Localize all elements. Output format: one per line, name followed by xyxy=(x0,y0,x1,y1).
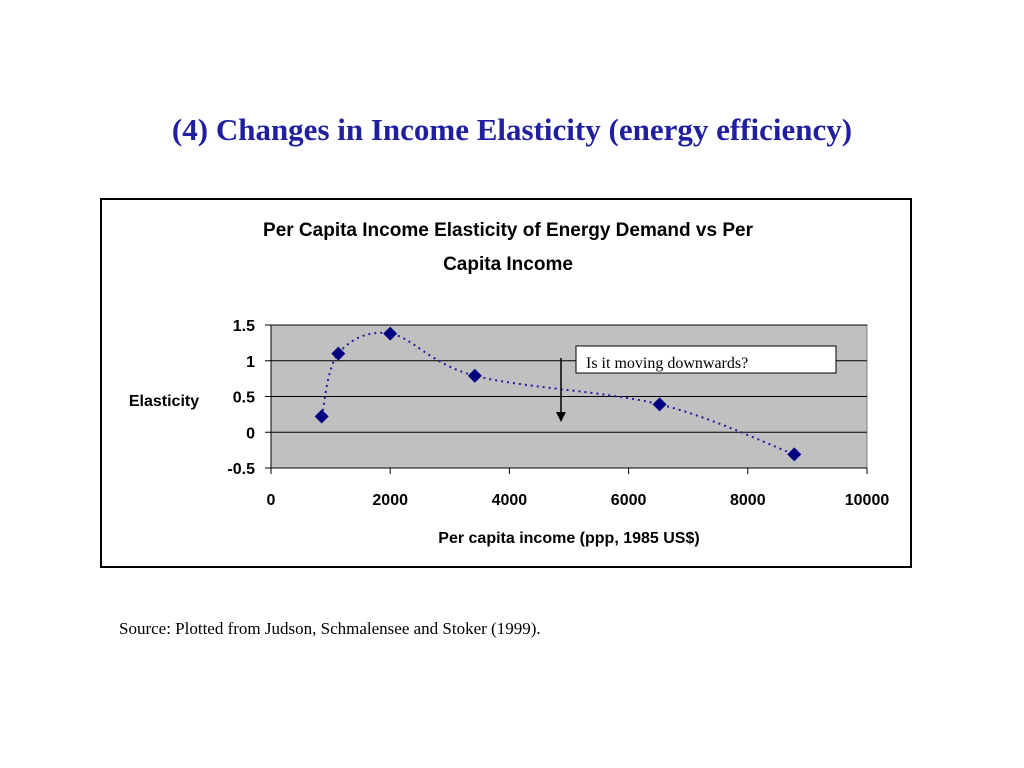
data-point-diamond xyxy=(331,346,346,361)
y-tick-label: 0 xyxy=(246,425,255,442)
x-tick-label: 10000 xyxy=(845,492,890,509)
data-point-diamond xyxy=(383,326,398,341)
data-points xyxy=(314,326,802,462)
y-tick-label: 1.5 xyxy=(233,318,255,335)
y-tick-label: 1 xyxy=(246,354,255,371)
y-tick-label: -0.5 xyxy=(227,461,255,478)
chart-title-line-2: Capita Income xyxy=(443,254,573,275)
scatter-chart: Per Capita Income Elasticity of Energy D… xyxy=(129,220,890,547)
y-tick-label: 0.5 xyxy=(233,390,255,407)
annotation-text: Is it moving downwards? xyxy=(586,355,748,372)
data-point-diamond xyxy=(314,409,329,424)
arrow-head xyxy=(556,412,566,422)
data-point-diamond xyxy=(652,397,667,412)
x-tick-label: 2000 xyxy=(372,492,408,509)
down-arrow xyxy=(556,358,566,422)
chart-title-line-1: Per Capita Income Elasticity of Energy D… xyxy=(263,220,754,241)
x-tick-label: 4000 xyxy=(492,492,528,509)
x-tick-labels: 0 2000 4000 6000 8000 10000 xyxy=(267,468,890,509)
y-axis-label: Elasticity xyxy=(129,393,199,410)
data-point-diamond xyxy=(787,447,802,462)
x-tick-label: 8000 xyxy=(730,492,766,509)
slide-title: (4) Changes in Income Elasticity (energy… xyxy=(171,112,853,147)
annotation-box: Is it moving downwards? xyxy=(575,345,837,374)
x-tick-label: 6000 xyxy=(611,492,647,509)
source-note: Source: Plotted from Judson, Schmalensee… xyxy=(119,619,541,638)
data-point-diamond xyxy=(467,368,482,383)
y-tick-labels: 1.5 1 0.5 0 -0.5 xyxy=(227,318,271,478)
x-tick-label: 0 xyxy=(267,492,276,509)
annotation-rect xyxy=(575,345,837,374)
x-axis-label: Per capita income (ppp, 1985 US$) xyxy=(438,530,699,547)
